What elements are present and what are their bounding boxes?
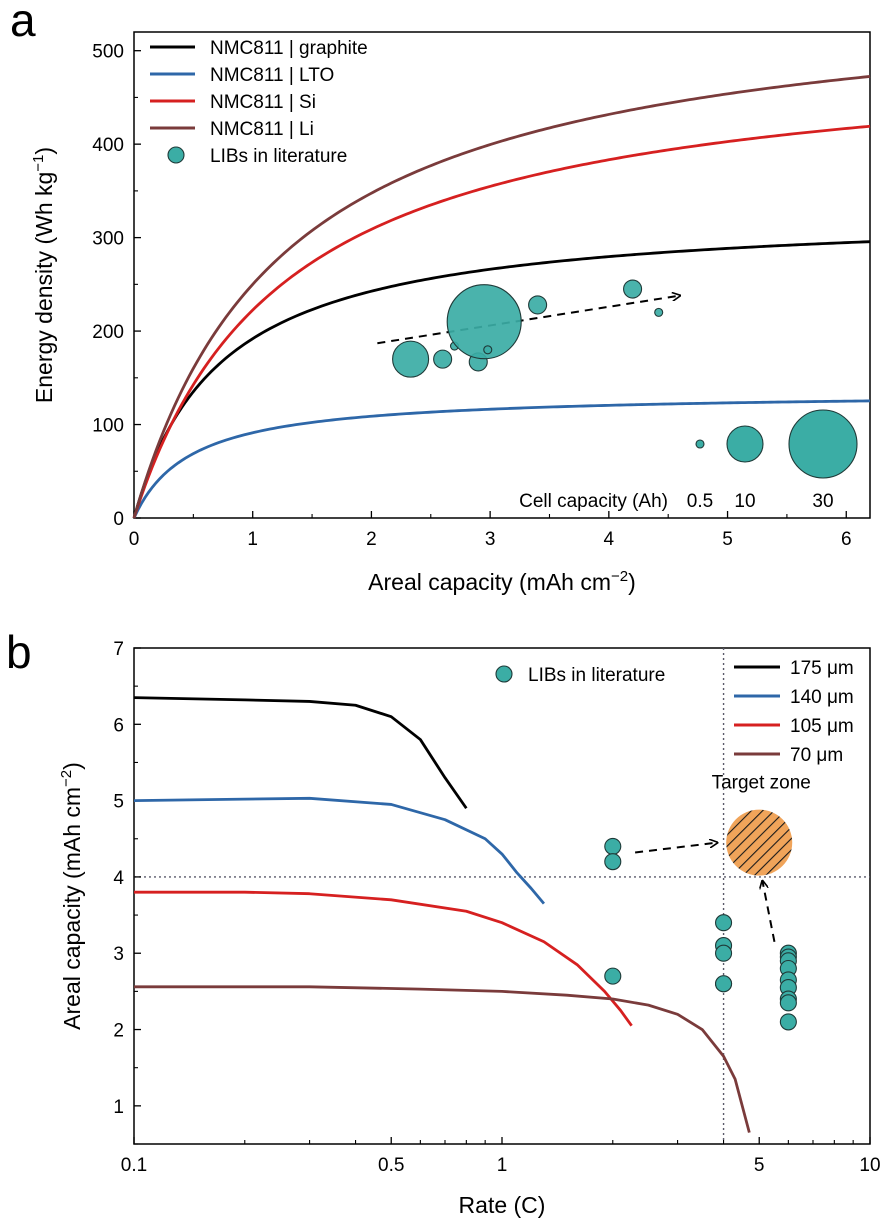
literature-bubble [654, 307, 664, 317]
literature-point [715, 914, 733, 932]
size-legend-bubble [695, 439, 705, 449]
target-arrow-0 [634, 843, 717, 854]
legend-label-0: 175 μm [790, 658, 854, 679]
series-line-0 [132, 240, 871, 519]
panel-a-xlabel: Areal capacity (mAh cm−2) [368, 568, 636, 595]
legend-label-2: 105 μm [790, 716, 854, 737]
legend-label-2: NMC811 | Si [210, 92, 316, 113]
x-tick-label: 0 [129, 529, 140, 550]
legend-label-literature: LIBs in literature [210, 146, 347, 167]
target-zone-label: Target zone [712, 773, 811, 794]
series-line-2 [132, 124, 871, 519]
x-tick-label: 3 [485, 529, 496, 550]
literature-point [715, 975, 733, 993]
series-line-3 [134, 985, 751, 1133]
size-legend-value: 10 [734, 491, 755, 512]
target-arrow-1 [762, 881, 776, 942]
legend-label-literature: LIBs in literature [528, 665, 665, 686]
y-tick-label: 4 [113, 868, 124, 889]
literature-point [779, 1013, 797, 1031]
literature-bubble [528, 295, 548, 315]
size-legend-bubble [788, 409, 858, 479]
legend-label-1: 140 μm [790, 687, 854, 708]
panel-b-label: b [6, 626, 32, 678]
legend-swatch-literature [495, 665, 513, 683]
literature-bubble [483, 345, 493, 355]
y-tick-label: 3 [113, 944, 124, 965]
literature-bubble [623, 279, 643, 299]
y-tick-label: 100 [92, 416, 124, 437]
series-line-1 [133, 796, 546, 905]
y-tick-label: 0 [113, 509, 124, 530]
size-legend-value: 0.5 [687, 491, 713, 512]
series-line-1 [132, 399, 871, 519]
y-tick-label: 1 [113, 1097, 124, 1118]
literature-point [715, 944, 733, 962]
y-tick-label: 6 [113, 715, 124, 736]
x-tick-label: 1 [247, 529, 258, 550]
literature-bubble [392, 340, 430, 378]
series-line-0 [133, 696, 468, 810]
panel-a: a 0 1 2 3 4 5 6 0 100 200 300 400 500 NMC811 | graph… [10, 0, 871, 595]
series-line-2 [134, 890, 633, 1027]
literature-point [604, 967, 622, 985]
y-tick-label: 500 [92, 42, 124, 63]
x-tick-label: 2 [366, 529, 377, 550]
panel-a-label: a [10, 0, 36, 46]
series-line-3 [132, 75, 871, 519]
panel-a-ylabel: Energy density (Wh kg−1) [30, 147, 57, 403]
x-tick-label: 5 [722, 529, 733, 550]
panel-b: b 0.1 0.5 1 5 10 1 2 3 4 5 6 7 Target zone 175 μm 14… [6, 626, 881, 1218]
target-zone-circle [726, 809, 793, 876]
legend-label-3: NMC811 | Li [210, 119, 314, 140]
y-tick-label: 400 [92, 135, 124, 156]
y-tick-label: 200 [92, 322, 124, 343]
literature-point [604, 853, 622, 871]
literature-point [604, 837, 622, 855]
size-legend-value: 30 [812, 491, 833, 512]
y-tick-label: 5 [113, 792, 124, 813]
y-tick-label: 7 [113, 639, 124, 660]
literature-bubble [446, 284, 522, 360]
x-tick-label: 0.1 [121, 1155, 147, 1176]
y-tick-label: 2 [113, 1021, 124, 1042]
literature-point [779, 994, 797, 1012]
x-tick-label: 4 [604, 529, 615, 550]
size-legend-bubble [726, 425, 764, 463]
x-tick-label: 1 [497, 1155, 508, 1176]
legend-label-1: NMC811 | LTO [210, 65, 334, 86]
legend-label-0: NMC811 | graphite [210, 38, 368, 59]
y-tick-label: 300 [92, 229, 124, 250]
x-tick-label: 5 [754, 1155, 765, 1176]
literature-bubble [433, 349, 453, 369]
panel-b-ylabel: Areal capacity (mAh cm−2) [58, 762, 85, 1030]
panel-a-frame [133, 31, 871, 519]
size-legend-label: Cell capacity (Ah) [519, 491, 668, 512]
x-tick-label: 0.5 [378, 1155, 404, 1176]
trend-arrow [377, 296, 680, 345]
panel-b-xlabel: Rate (C) [459, 1192, 546, 1218]
legend-swatch-literature [167, 146, 185, 164]
legend-label-3: 70 μm [790, 745, 843, 766]
x-tick-label: 10 [859, 1155, 880, 1176]
panel-b-frame [133, 647, 871, 1145]
x-tick-label: 6 [841, 529, 852, 550]
